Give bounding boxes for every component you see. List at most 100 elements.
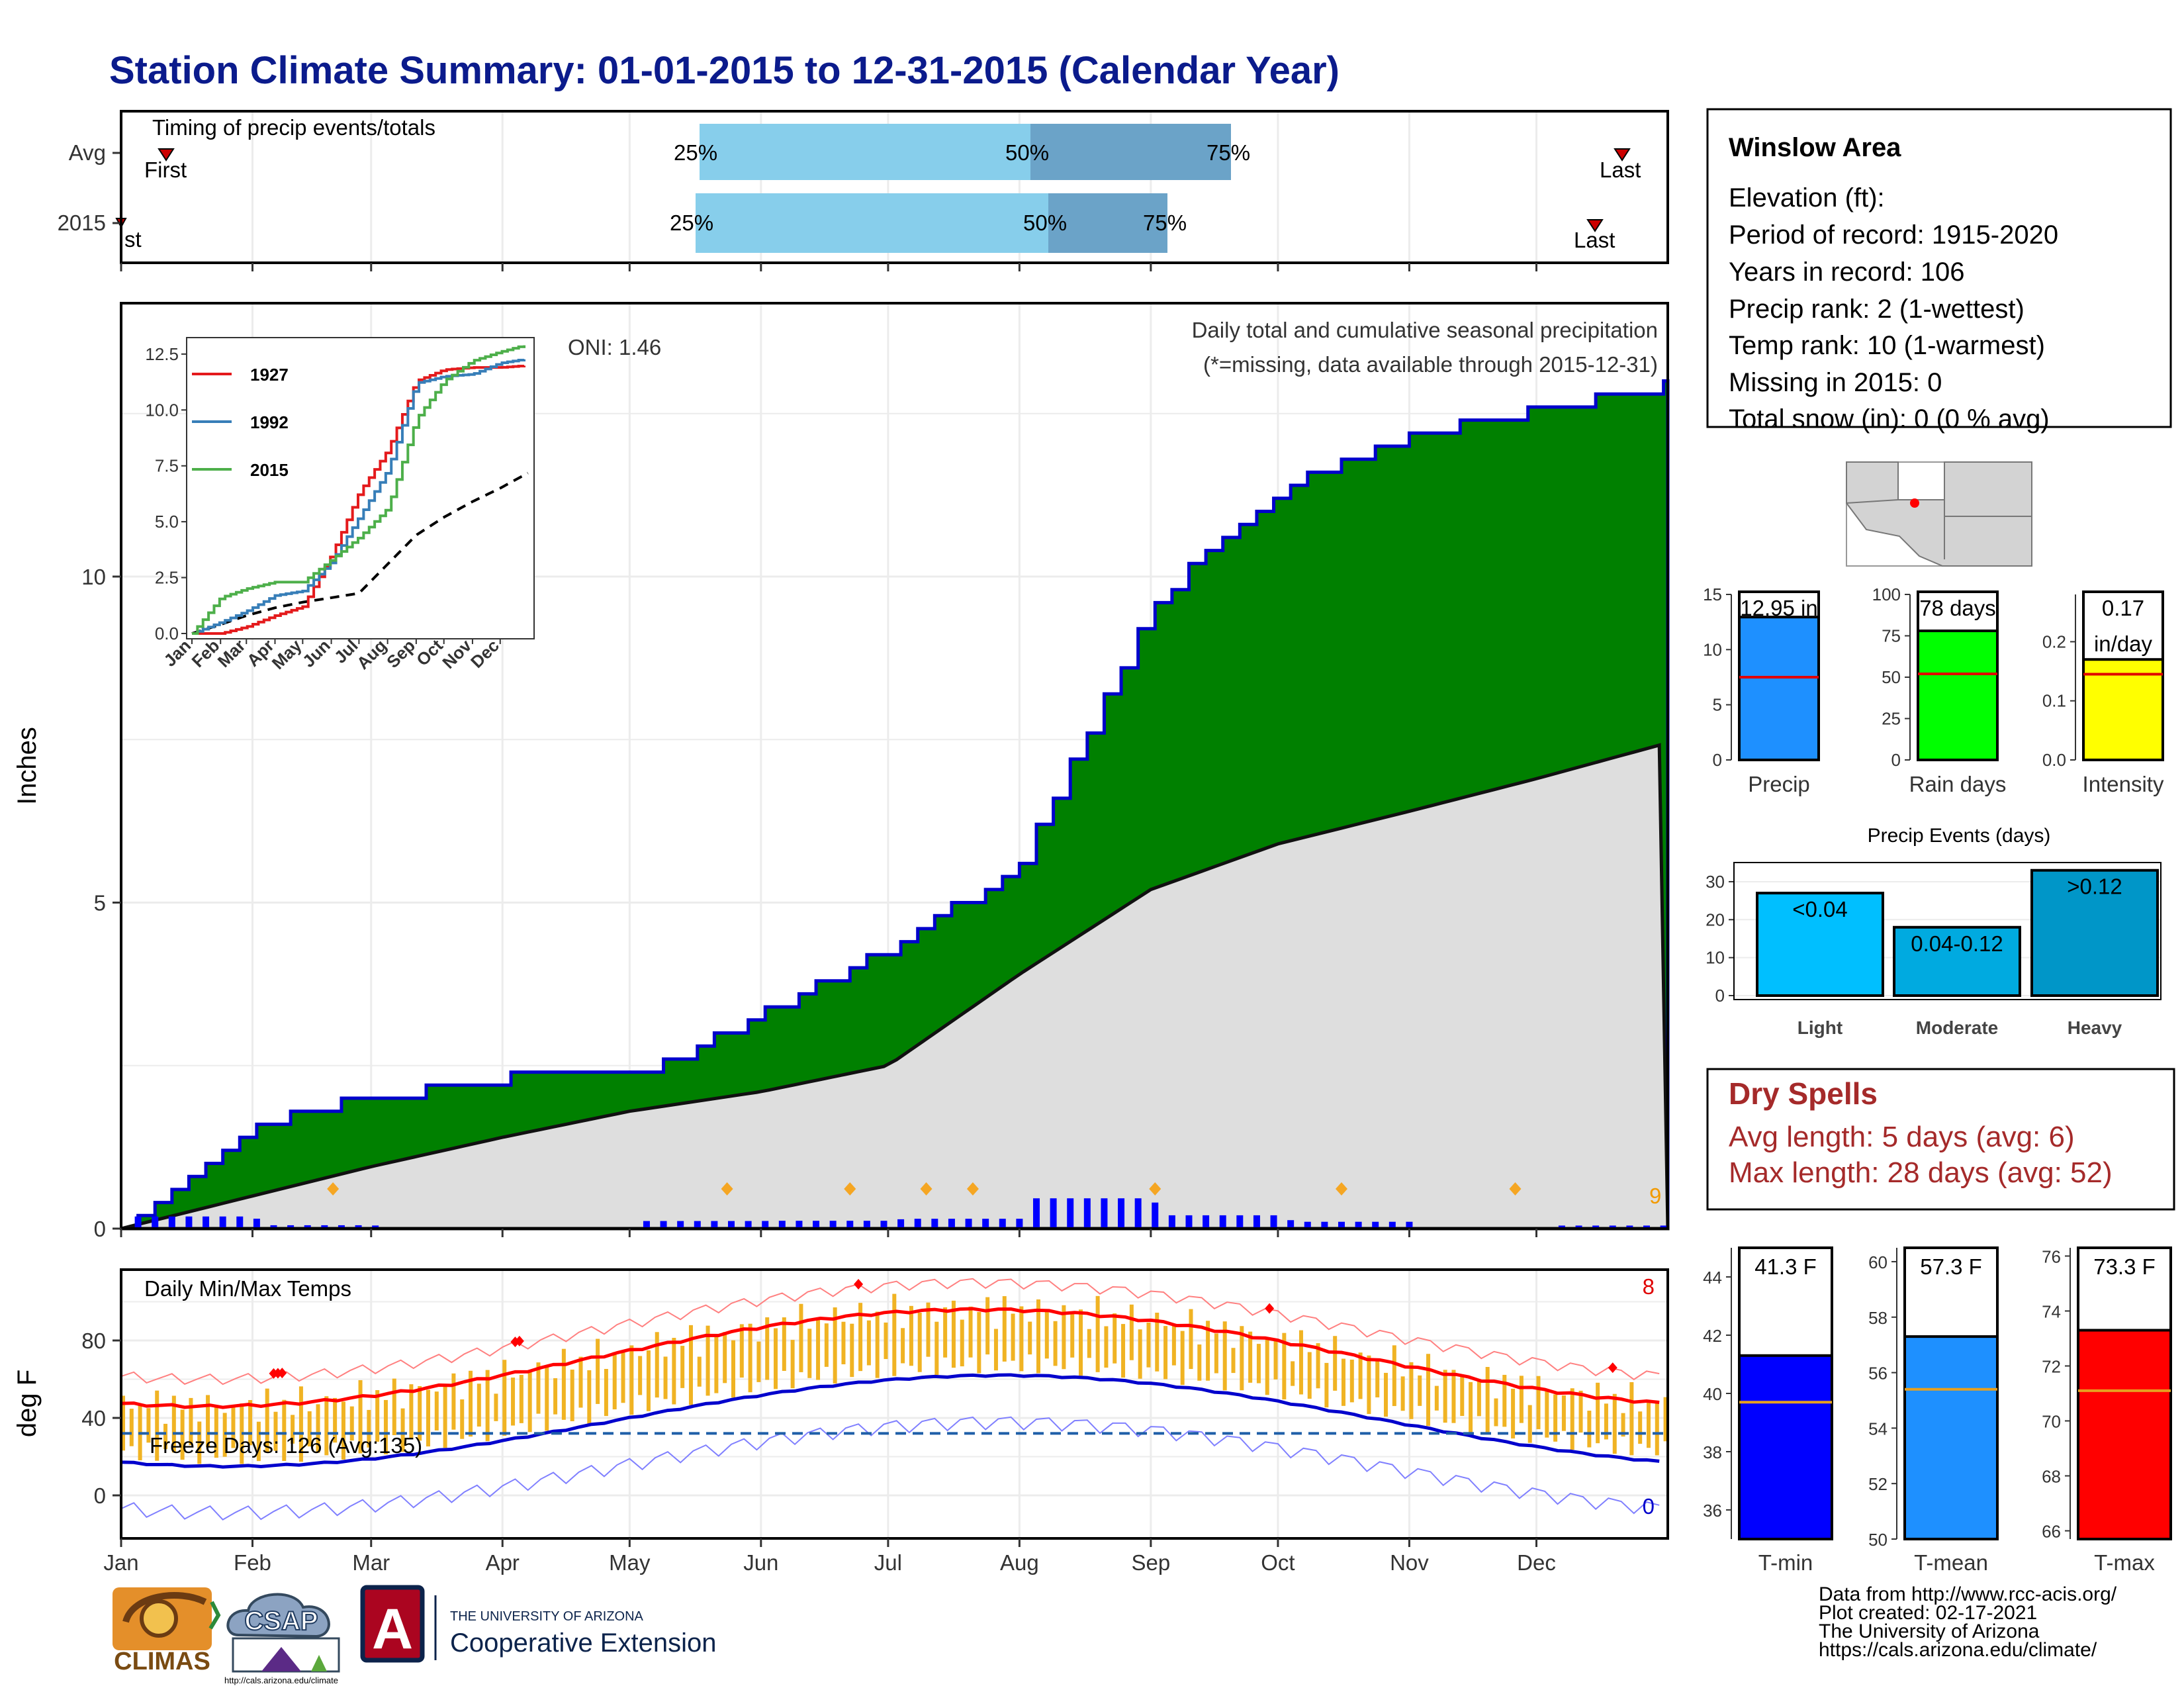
daily-precip-bar (1287, 1220, 1295, 1229)
daily-temp-range-bar (909, 1305, 913, 1366)
events-y-tick-label: 0 (1715, 986, 1725, 1006)
station-years: Years in record: 106 (1729, 258, 1965, 287)
daily-temp-range-bar (655, 1332, 659, 1398)
precip-y-tick-label: 10 (81, 565, 106, 589)
inset-average-line (191, 471, 529, 635)
station-location-dot (1910, 498, 1919, 508)
summary-y-tick-label: 25 (1882, 709, 1901, 729)
daily-temp-range-bar (1485, 1367, 1490, 1434)
temp-summary-fill (2077, 1329, 2172, 1541)
ua-extension-text: Cooperative Extension (450, 1628, 716, 1658)
avg-p75-label: 75% (1206, 140, 1250, 165)
daily-temp-range-bar (333, 1397, 338, 1443)
daily-temp-range-bar (1646, 1402, 1651, 1448)
daily-precip-bar (1083, 1198, 1091, 1229)
daily-temp-range-bar (129, 1409, 134, 1446)
events-y-tick-label: 20 (1706, 910, 1725, 929)
average-high-line (120, 1307, 1660, 1409)
daily-temp-range-bar (485, 1370, 490, 1442)
station-period: Period of record: 1915-2020 (1729, 220, 2058, 250)
daily-precip-bar (1609, 1225, 1616, 1229)
temp-summary-y-tick-label: 66 (2042, 1522, 2061, 1542)
daily-temp-range-bar (316, 1404, 320, 1453)
daily-precip-bar (1355, 1221, 1362, 1229)
daily-precip-bar (660, 1221, 667, 1229)
summary-bar-precip: 0 5 10 15 12.95 in Precip (1703, 585, 1820, 796)
year-iqr-upper-bar (1048, 193, 1167, 253)
inset-y-tick-label: 2.5 (155, 568, 179, 588)
daily-temp-range-bar (443, 1383, 447, 1448)
daily-temp-range-bar (917, 1313, 922, 1372)
temp-x-tick-label: Apr (486, 1550, 520, 1575)
precip-record-marker (1509, 1182, 1522, 1196)
daily-precip-bar (914, 1219, 921, 1229)
daily-precip-bar (948, 1219, 955, 1229)
daily-temp-range-bar (146, 1408, 151, 1443)
daily-temp-range-bar (1113, 1313, 1117, 1364)
daily-temp-range-bar (875, 1311, 880, 1378)
daily-temp-range-bar (1409, 1362, 1414, 1419)
daily-temp-range-bar (383, 1399, 388, 1455)
daily-temp-range-bar (358, 1380, 363, 1454)
temp-summary-y-tick-label: 72 (2042, 1356, 2061, 1376)
daily-temp-range-bar (774, 1328, 778, 1389)
daily-precip-bar (1558, 1225, 1565, 1229)
figure-title: Station Climate Summary: 01-01-2015 to 1… (109, 49, 1340, 92)
daily-temp-range-bar (612, 1352, 617, 1410)
temp-x-tick-label: Dec (1517, 1550, 1556, 1575)
temp-summary-y-tick-label: 58 (1868, 1308, 1888, 1328)
daily-temp-range-bar (1240, 1326, 1244, 1391)
daily-precip-bar (982, 1219, 989, 1229)
daily-temp-range-bar (1375, 1360, 1380, 1397)
daily-temp-range-bar (977, 1311, 981, 1374)
events-category-label: Moderate (1916, 1017, 1998, 1038)
daily-temp-range-bar (1358, 1352, 1363, 1399)
temp-summary-y-tick-label: 70 (2042, 1412, 2061, 1432)
precip-record-marker (844, 1182, 856, 1196)
station-temp-rank: Temp rank: 10 (1-warmest) (1729, 331, 2045, 360)
daily-temp-range-bar (1316, 1343, 1320, 1389)
year-last-marker (1586, 219, 1604, 232)
temp-x-tick-label: Jan (103, 1550, 138, 1575)
daily-temp-range-bar (1180, 1331, 1185, 1385)
summary-y-tick-label: 50 (1882, 667, 1901, 687)
daily-temp-range-bar (1494, 1398, 1498, 1427)
station-missing: Missing in 2015: 0 (1729, 368, 1942, 397)
summary-bar-value-label: 12.95 in (1740, 596, 1817, 620)
daily-temp-range-bar (587, 1370, 592, 1424)
daily-temp-range-bar (1349, 1359, 1354, 1403)
daily-temp-range-bar (248, 1400, 253, 1446)
daily-precip-bar (762, 1221, 769, 1229)
daily-temp-range-bar (1418, 1375, 1422, 1406)
climas-logo-text: CLIMAS (114, 1648, 210, 1675)
daily-temp-range-bar (1095, 1295, 1100, 1372)
daily-temp-range-bar (850, 1323, 854, 1378)
daily-temp-range-bar (265, 1388, 269, 1452)
ua-small-text: THE UNIVERSITY OF ARIZONA (450, 1609, 644, 1624)
inset-y-tick-label: 10.0 (145, 400, 179, 420)
daily-precip-bar (372, 1225, 379, 1229)
temp-panel: Daily Min/Max Temps 8 0 Freeze Days: 126… (13, 1268, 1669, 1575)
daily-temp-range-bar (816, 1319, 821, 1380)
daily-temp-range-bar (1333, 1336, 1338, 1391)
summary-y-tick-label: 15 (1703, 585, 1722, 604)
avg-first-marker (158, 148, 175, 162)
daily-temp-range-bar (553, 1378, 558, 1415)
daily-precip-bar (1134, 1198, 1142, 1229)
avg-first-label: First (144, 158, 187, 182)
daily-temp-range-bar (1663, 1397, 1668, 1442)
dry-spells-title: Dry Spells (1729, 1076, 1878, 1111)
precip-record-marker (920, 1182, 933, 1196)
daily-temp-range-bar (799, 1303, 803, 1372)
daily-precip-bar (1067, 1198, 1074, 1229)
temp-summary-y-tick-label: 42 (1703, 1326, 1722, 1346)
summary-bar-fill (1917, 630, 1999, 761)
daily-temp-range-bar (519, 1374, 523, 1423)
summary-bar-name: Precip (1748, 772, 1810, 796)
summary-bar-name: Rain days (1909, 772, 2007, 796)
daily-temp-range-bar (1527, 1405, 1532, 1443)
precip-y-tick-label: 5 (94, 891, 106, 915)
daily-temp-range-bar (434, 1391, 439, 1430)
daily-temp-range-bar (121, 1395, 125, 1451)
daily-temp-range-bar (298, 1386, 303, 1462)
